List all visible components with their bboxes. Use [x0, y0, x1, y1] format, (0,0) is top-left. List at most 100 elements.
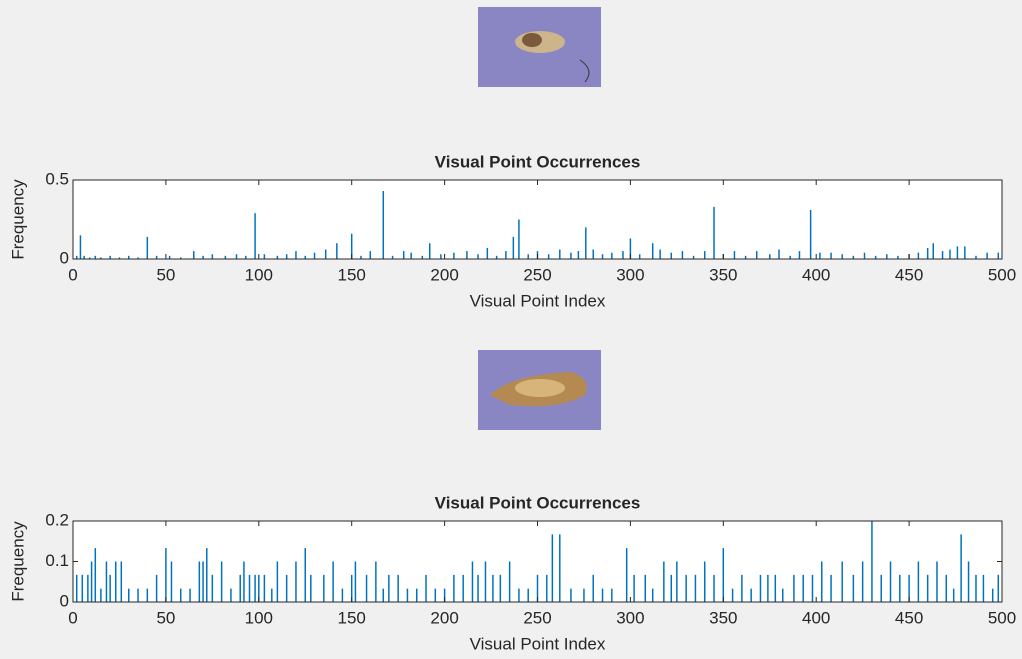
bar — [652, 589, 653, 602]
bar — [286, 575, 287, 602]
bar — [453, 253, 454, 259]
bar — [964, 246, 965, 259]
bar — [165, 548, 166, 602]
bar — [548, 254, 549, 259]
bar — [663, 562, 664, 603]
bar — [830, 253, 831, 259]
y-tick-label: 0.5 — [45, 169, 69, 188]
bar — [137, 589, 138, 602]
bar — [732, 589, 733, 602]
bar — [487, 248, 488, 259]
x-tick-label: 250 — [523, 608, 551, 627]
bar — [933, 243, 934, 259]
bar — [264, 575, 265, 602]
bar — [992, 589, 993, 602]
bar — [793, 575, 794, 602]
bar — [332, 562, 333, 603]
bar — [936, 562, 937, 603]
bar — [264, 254, 265, 259]
bar — [734, 251, 735, 259]
bar — [95, 548, 96, 602]
bar — [659, 250, 660, 259]
bar — [342, 589, 343, 602]
bar — [918, 253, 919, 259]
bar — [440, 254, 441, 259]
figure: 05010015020025030035040045050000.5Visual… — [0, 0, 1022, 659]
bar — [819, 253, 820, 259]
bar — [830, 575, 831, 602]
image-1 — [478, 7, 601, 87]
x-tick-label: 500 — [988, 608, 1016, 627]
bar — [212, 575, 213, 602]
bar — [505, 251, 506, 259]
bar — [570, 253, 571, 259]
y-axis-label: Frequency — [8, 521, 27, 602]
bar — [383, 589, 384, 602]
bar — [767, 575, 768, 602]
bar — [87, 575, 88, 602]
x-tick-label: 450 — [895, 608, 923, 627]
bar — [611, 253, 612, 259]
bar — [410, 253, 411, 259]
bar — [509, 562, 510, 603]
bar — [998, 253, 999, 259]
bar — [559, 534, 560, 602]
bar — [756, 251, 757, 259]
bar — [611, 589, 612, 602]
bar — [652, 243, 653, 259]
bar — [239, 575, 240, 602]
x-tick-label: 450 — [895, 265, 923, 284]
bar — [295, 251, 296, 259]
x-tick-label: 150 — [338, 608, 366, 627]
bar — [750, 589, 751, 602]
bar — [685, 575, 686, 602]
bar — [221, 562, 222, 603]
bar — [841, 562, 842, 603]
bar — [559, 250, 560, 259]
bar — [147, 237, 148, 259]
bar — [622, 251, 623, 259]
bar — [949, 250, 950, 259]
bar — [942, 251, 943, 259]
bar — [769, 254, 770, 259]
bar — [106, 562, 107, 603]
bar — [968, 562, 969, 603]
bar — [277, 562, 278, 603]
y-axis-label: Frequency — [8, 179, 27, 260]
bar — [271, 589, 272, 602]
bar — [975, 575, 976, 602]
bar — [254, 575, 255, 602]
bar — [960, 534, 961, 602]
bar — [821, 562, 822, 603]
bar — [462, 575, 463, 602]
bar — [115, 562, 116, 603]
bar — [80, 235, 81, 259]
bar — [500, 575, 501, 602]
x-tick-label: 50 — [156, 608, 175, 627]
bar — [602, 254, 603, 259]
bar — [871, 521, 872, 602]
bar — [199, 562, 200, 603]
bar — [310, 575, 311, 602]
bar — [128, 589, 129, 602]
chart-title: Visual Point Occurrences — [435, 493, 641, 512]
bar — [193, 251, 194, 259]
bar — [407, 589, 408, 602]
bar — [983, 575, 984, 602]
bar — [802, 575, 803, 602]
bar — [492, 575, 493, 602]
bar — [799, 251, 800, 259]
bar — [91, 562, 92, 603]
bar — [295, 562, 296, 603]
bar — [453, 575, 454, 602]
bar — [645, 575, 646, 602]
bar — [403, 251, 404, 259]
bar — [477, 575, 478, 602]
bar — [518, 589, 519, 602]
bar — [202, 562, 203, 603]
bar — [189, 589, 190, 602]
bar — [388, 575, 389, 602]
bar — [82, 575, 83, 602]
y-tick-label: 0.1 — [45, 551, 69, 570]
x-tick-label: 350 — [709, 265, 737, 284]
